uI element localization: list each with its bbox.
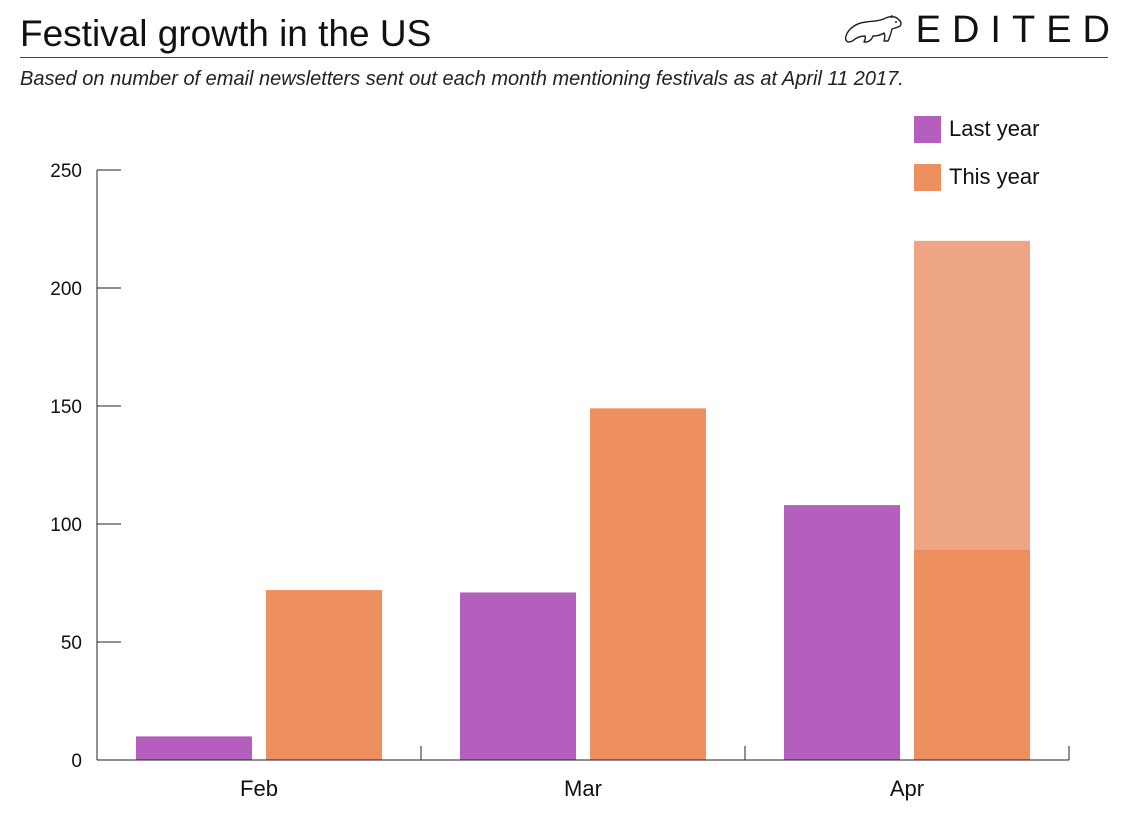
legend-label-this-year: This year [949, 164, 1040, 189]
bar-last-year-feb [136, 736, 252, 760]
y-tick-label-150: 150 [50, 397, 82, 418]
legend-label-last-year: Last year [949, 116, 1040, 141]
chart-title: Festival growth in the US [20, 13, 432, 54]
bar-this-year-mar [590, 408, 706, 760]
polar-bear-logo-icon [844, 14, 902, 43]
legend-swatch-this-year [914, 163, 941, 191]
legend-item-last-year: Last year [914, 112, 1040, 146]
y-tick-label-200: 200 [50, 279, 82, 300]
bar-last-year-apr [784, 505, 900, 760]
brand-logo: EDITED [842, 8, 1110, 52]
y-tick-label-50: 50 [61, 633, 82, 654]
x-tick-label-feb: Feb [240, 776, 278, 801]
x-tick-label-apr: Apr [890, 776, 924, 801]
y-tick-label-100: 100 [50, 515, 82, 536]
y-tick-label-0: 0 [71, 751, 82, 772]
y-tick-label-250: 250 [50, 161, 82, 182]
legend-swatch-last-year [914, 115, 941, 143]
brand-name: EDITED [915, 8, 1121, 51]
legend-item-this-year: This year [914, 160, 1040, 194]
bar-this-year-feb [266, 590, 382, 760]
chart-subtitle: Based on number of email newsletters sen… [20, 68, 904, 90]
bar-last-year-mar [460, 592, 576, 760]
title-divider [20, 57, 1108, 58]
x-tick-label-mar: Mar [564, 776, 602, 801]
chart-legend: Last year This year [914, 112, 1040, 208]
bar-this-year-apr [914, 549, 1030, 760]
